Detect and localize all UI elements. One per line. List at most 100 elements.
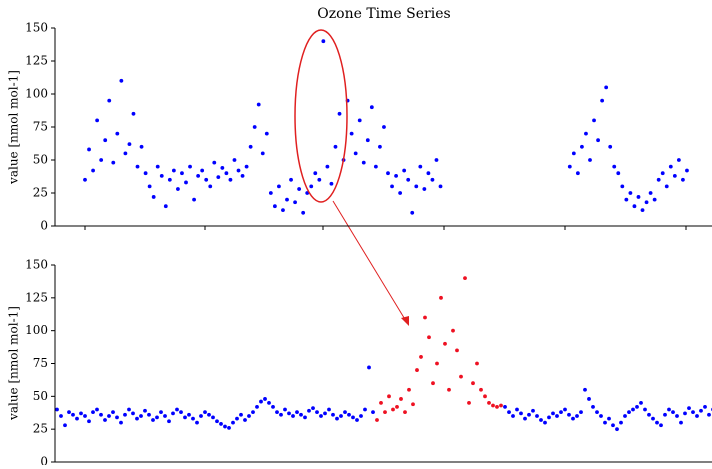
data-point xyxy=(127,407,131,412)
data-point xyxy=(176,187,180,191)
data-point xyxy=(394,173,398,178)
data-point xyxy=(256,102,261,107)
data-point xyxy=(151,418,155,422)
data-point xyxy=(668,164,673,169)
data-point xyxy=(675,414,679,418)
data-point xyxy=(636,195,641,199)
y-tick-label: 50 xyxy=(33,389,48,403)
data-point xyxy=(83,414,87,418)
data-point xyxy=(571,416,575,421)
data-point xyxy=(224,171,229,176)
data-point xyxy=(503,404,507,409)
data-point xyxy=(679,420,683,425)
data-point xyxy=(247,414,251,418)
data-point xyxy=(451,328,455,333)
data-point xyxy=(103,138,108,143)
data-point xyxy=(527,412,531,417)
arrow-head xyxy=(401,316,409,326)
data-point xyxy=(123,151,128,156)
data-point xyxy=(267,401,271,405)
data-point xyxy=(289,177,293,182)
y-tick-label: 0 xyxy=(40,219,48,233)
data-point xyxy=(463,276,467,281)
data-point xyxy=(395,404,399,409)
y-tick-label: 125 xyxy=(25,54,48,68)
data-point xyxy=(418,164,423,169)
data-point xyxy=(499,403,503,408)
data-point xyxy=(95,118,100,123)
data-point xyxy=(211,415,215,420)
data-point xyxy=(248,144,253,149)
data-point xyxy=(115,131,120,136)
data-point xyxy=(123,412,127,417)
y-tick-label: 25 xyxy=(33,422,48,436)
data-point xyxy=(659,423,663,428)
data-point xyxy=(491,403,495,408)
data-point xyxy=(443,341,447,346)
y-tick-label: 125 xyxy=(25,290,48,304)
data-point xyxy=(507,410,511,414)
data-point xyxy=(643,407,647,412)
data-point xyxy=(403,410,407,414)
data-point xyxy=(663,412,667,417)
data-point xyxy=(151,195,156,199)
data-point xyxy=(107,98,112,103)
data-point xyxy=(293,200,297,205)
data-point xyxy=(187,412,191,417)
data-point xyxy=(236,168,241,173)
data-point xyxy=(487,401,491,405)
data-point xyxy=(167,419,171,424)
data-point xyxy=(75,416,79,421)
data-point xyxy=(313,171,318,176)
data-point xyxy=(311,406,315,411)
data-point xyxy=(195,420,199,425)
data-point xyxy=(390,184,394,189)
data-point xyxy=(343,410,347,414)
data-point xyxy=(159,173,164,178)
data-point xyxy=(309,184,314,189)
data-point xyxy=(287,411,291,416)
data-point xyxy=(685,168,689,173)
data-point xyxy=(623,414,627,418)
data-point xyxy=(447,387,451,392)
data-point xyxy=(455,348,459,353)
data-point xyxy=(511,414,515,418)
chart-title: Ozone Time Series xyxy=(317,6,450,22)
data-point xyxy=(426,171,431,176)
data-point xyxy=(325,164,330,169)
data-point xyxy=(260,151,265,156)
data-point xyxy=(163,204,168,209)
data-point xyxy=(159,410,163,414)
data-point xyxy=(239,412,243,417)
data-point xyxy=(339,414,343,418)
data-point xyxy=(183,415,187,420)
data-point xyxy=(647,412,651,417)
data-point xyxy=(422,187,427,191)
data-point xyxy=(651,416,655,421)
data-point xyxy=(495,404,499,409)
data-point xyxy=(143,408,147,413)
data-point xyxy=(147,412,151,417)
data-point xyxy=(559,410,563,414)
data-point xyxy=(596,138,600,143)
data-point xyxy=(655,420,659,425)
data-point xyxy=(357,118,362,123)
data-point xyxy=(624,197,629,202)
data-point xyxy=(95,407,99,412)
data-point xyxy=(184,180,188,185)
data-point xyxy=(363,407,367,412)
data-point xyxy=(207,412,211,417)
x-ticks xyxy=(84,226,687,230)
data-point xyxy=(575,171,580,176)
plot-area xyxy=(55,39,712,432)
data-point xyxy=(235,416,239,421)
data-point xyxy=(303,415,307,420)
data-point xyxy=(583,387,587,392)
data-point xyxy=(99,158,104,162)
data-point xyxy=(676,158,681,162)
data-point xyxy=(382,125,386,129)
data-point xyxy=(283,407,287,412)
annotation-arrow xyxy=(332,200,407,322)
data-point xyxy=(227,425,231,430)
